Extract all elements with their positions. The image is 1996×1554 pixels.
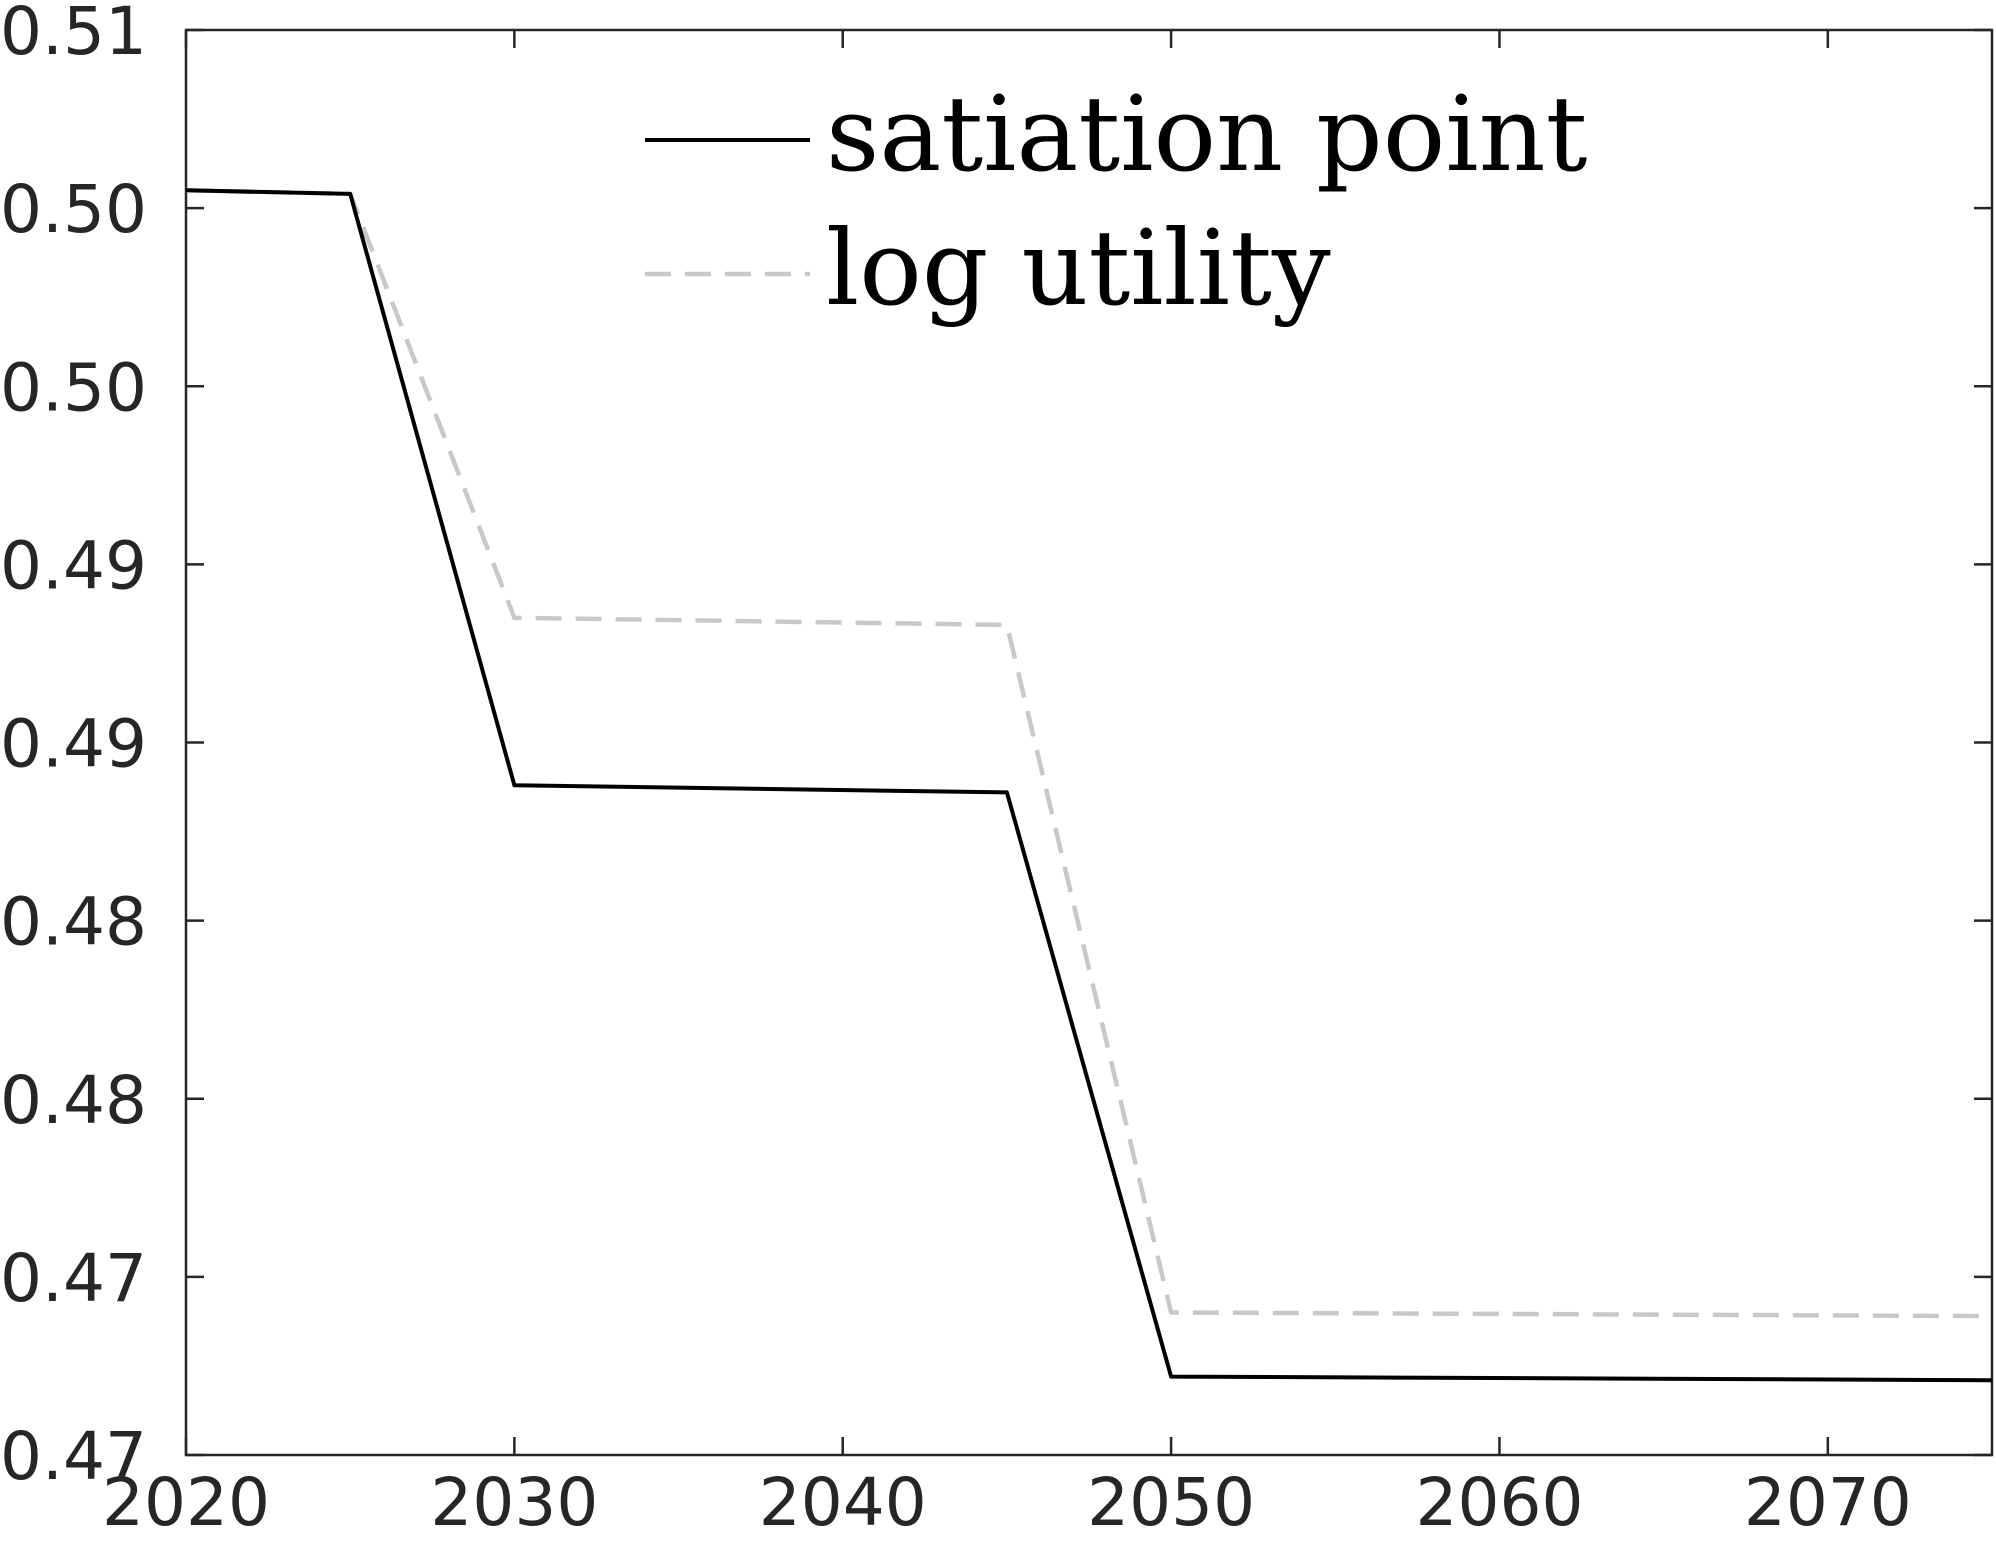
y-tick-label: 0.48 (0, 1062, 147, 1139)
x-tick-label: 2060 (1415, 1464, 1583, 1541)
y-tick-label: 0.49 (0, 706, 147, 783)
plot-area (184, 28, 1994, 1457)
y-tick-label: 0.50 (0, 171, 147, 248)
y-tick-label: 0.49 (0, 527, 147, 604)
y-tick-label: 0.47 (0, 1418, 147, 1495)
y-tick-label: 0.51 (0, 0, 147, 70)
y-tick-label: 0.48 (0, 884, 147, 961)
x-tick-label: 2040 (759, 1464, 927, 1541)
series-layer (185, 188, 1993, 1383)
series-line-satiation-point (185, 188, 1993, 1383)
y-axis: 0.47 0.47 0.48 0.48 0.49 0.49 0.50 0.50 0.51 (0, 0, 1992, 1495)
x-axis: 2020 2030 2040 2050 2060 2070 (102, 30, 1912, 1541)
x-tick-label: 2020 (102, 1464, 270, 1541)
x-tick-label: 2030 (430, 1464, 598, 1541)
x-tick-label: 2070 (1744, 1464, 1912, 1541)
x-tick-label: 2050 (1087, 1464, 1255, 1541)
y-tick-label: 0.50 (0, 349, 147, 426)
y-tick-label: 0.47 (0, 1240, 147, 1317)
legend-label: satiation point (826, 73, 1587, 195)
plot-frame (184, 28, 1994, 1457)
legend-label: log utility (826, 207, 1331, 329)
